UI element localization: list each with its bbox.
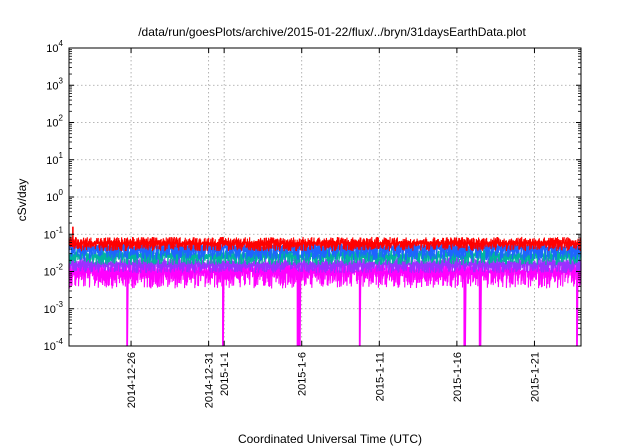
- x-tick-label: 2014-12-26: [126, 352, 138, 408]
- y-tick-label: 100: [46, 188, 63, 204]
- x-tick-label: 2015-1-21: [530, 352, 542, 402]
- series-line: [68, 257, 582, 274]
- x-tick-label: 2014-12-31: [204, 352, 216, 408]
- x-tick-label: 2015-1-16: [452, 352, 464, 402]
- chart-title: /data/run/goesPlots/archive/2015-01-22/f…: [138, 25, 526, 39]
- y-tick-label: 102: [46, 114, 63, 130]
- y-tick-labels: 10-4 10-3 10-2 10-1 100 101 102 103 104: [44, 39, 64, 353]
- y-tick-label: 10-4: [44, 337, 64, 353]
- series-group: [68, 226, 582, 347]
- y-axis-title: cSv/day: [15, 179, 29, 222]
- y-tick-label: 103: [46, 76, 63, 92]
- x-tick-label: 2015-1-6: [297, 352, 309, 396]
- series-line: [68, 236, 582, 252]
- series-line: [68, 260, 582, 347]
- x-tick-label: 2015-1-1: [219, 352, 231, 396]
- grid: [69, 48, 581, 346]
- x-tick-label: 2015-1-11: [374, 352, 386, 401]
- x-tick-labels: 2014-12-26 2014-12-31 2015-1-1 2015-1-6 2015…: [126, 352, 541, 408]
- tick-marks: [69, 47, 581, 347]
- y-tick-label: 104: [46, 39, 63, 55]
- y-tick-label: 101: [46, 151, 63, 167]
- y-tick-label: 10-2: [44, 263, 64, 279]
- y-tick-label: 10-3: [44, 300, 64, 316]
- y-tick-label: 10-1: [44, 225, 64, 241]
- x-axis-title: Coordinated Universal Time (UTC): [238, 432, 422, 446]
